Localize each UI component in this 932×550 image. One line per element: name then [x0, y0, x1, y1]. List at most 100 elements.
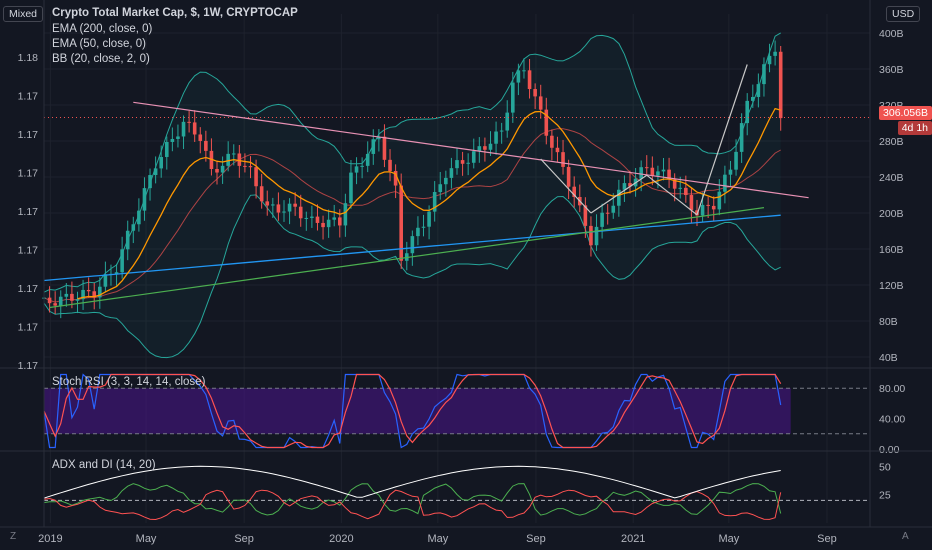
candle: [243, 165, 247, 167]
bb-upper: [43, 32, 781, 293]
candle: [159, 156, 164, 169]
left-scale-label: 1.17: [18, 206, 39, 218]
trend-lines[interactable]: [49, 64, 809, 309]
candle: [226, 153, 230, 166]
candle: [70, 293, 74, 301]
stoch-rsi-label[interactable]: Stoch RSI (3, 3, 14, 14, close): [52, 376, 206, 388]
adx-tick-label: 25: [879, 490, 891, 502]
candle: [259, 186, 264, 202]
candle: [103, 274, 108, 287]
indicator-legend-ema200[interactable]: EMA (200, close, 0): [52, 23, 153, 35]
time-tick-label: 2019: [38, 533, 62, 545]
candle: [527, 70, 532, 90]
candle: [198, 134, 203, 141]
price-tick-label: 360B: [879, 64, 904, 76]
zigzag-3-line[interactable]: [646, 174, 698, 216]
candle: [393, 170, 398, 186]
candle: [142, 188, 147, 211]
candle: [767, 55, 772, 65]
candle: [483, 146, 487, 150]
candle: [522, 70, 526, 72]
descending-resistance-line[interactable]: [133, 101, 809, 199]
price-tick-label: 240B: [879, 172, 904, 184]
indicator-legend-bb[interactable]: BB (20, close, 2, 0): [52, 53, 150, 65]
ascending-support-line[interactable]: [49, 207, 765, 309]
adx-line: [43, 465, 781, 499]
candle: [460, 160, 465, 164]
candle: [762, 64, 766, 85]
candle: [254, 167, 258, 187]
chart-title: Crypto Total Market Cap, $, 1W, CRYPTOCA…: [52, 7, 298, 19]
candle: [611, 205, 616, 213]
candle: [215, 168, 219, 173]
zoom-corner-button[interactable]: Z: [10, 531, 17, 542]
left-scale-label: 1.17: [18, 168, 39, 180]
candle: [276, 204, 281, 213]
candle: [494, 131, 498, 144]
candle: [388, 159, 392, 171]
auto-scale-button[interactable]: A: [902, 531, 909, 542]
candle: [466, 162, 470, 164]
candle: [684, 187, 688, 196]
time-tick-label: Sep: [526, 533, 546, 545]
candle: [706, 204, 710, 206]
candle: [315, 216, 320, 223]
candle: [92, 291, 97, 298]
candle: [455, 160, 459, 169]
stoch-rsi-pane[interactable]: 80.00 40.00 0.00: [43, 373, 905, 457]
candle: [728, 169, 733, 175]
candle: [326, 219, 331, 228]
candle: [265, 201, 270, 206]
candle: [644, 167, 649, 169]
left-scale-label: 1.17: [18, 360, 39, 372]
candle: [360, 165, 364, 167]
zigzag-1-line[interactable]: [540, 158, 592, 214]
price-tick-label: 40B: [879, 352, 898, 364]
time-tick-label: May: [136, 533, 157, 545]
price-tick-label: 280B: [879, 136, 904, 148]
candle: [695, 210, 699, 216]
candle: [773, 51, 777, 56]
indicator-legend-ema50[interactable]: EMA (50, close, 0): [52, 38, 146, 50]
candle: [533, 89, 537, 97]
candles: [42, 40, 783, 319]
candle: [516, 70, 521, 83]
candle: [176, 136, 180, 139]
adx-tick-label: 50: [879, 461, 891, 473]
candle: [237, 153, 242, 166]
candle: [538, 96, 543, 110]
zigzag-2-line[interactable]: [590, 174, 648, 214]
candle: [120, 249, 124, 273]
candle: [622, 183, 627, 190]
last-price-tag: 306.056B: [879, 106, 932, 120]
adx-pane[interactable]: 50 25: [43, 461, 891, 521]
time-tick-label: Sep: [817, 533, 837, 545]
candle: [204, 140, 208, 151]
price-tick-label: 120B: [879, 280, 904, 292]
left-scale-label: 1.17: [18, 245, 39, 257]
candle: [723, 174, 727, 192]
candle: [148, 175, 152, 189]
candle: [449, 168, 454, 178]
stoch-d-line: [43, 373, 782, 449]
stoch-band-fill: [44, 388, 791, 434]
scale-mode-button[interactable]: Mixed: [3, 6, 44, 22]
candle: [282, 211, 286, 213]
currency-button[interactable]: USD: [886, 6, 921, 22]
candle: [583, 205, 588, 226]
bollinger-bands: [43, 32, 781, 359]
zigzag-4-line[interactable]: [696, 64, 748, 215]
candle: [499, 130, 504, 132]
candle: [600, 212, 604, 227]
candle: [656, 171, 660, 176]
candle: [187, 121, 191, 123]
stoch-tick-label: 40.00: [879, 414, 905, 426]
candle: [589, 225, 593, 246]
candle: [248, 166, 253, 168]
candle: [332, 217, 337, 220]
adx-label[interactable]: ADX and DI (14, 20): [52, 459, 156, 471]
candle: [750, 96, 755, 101]
ema200-line: [43, 214, 781, 282]
